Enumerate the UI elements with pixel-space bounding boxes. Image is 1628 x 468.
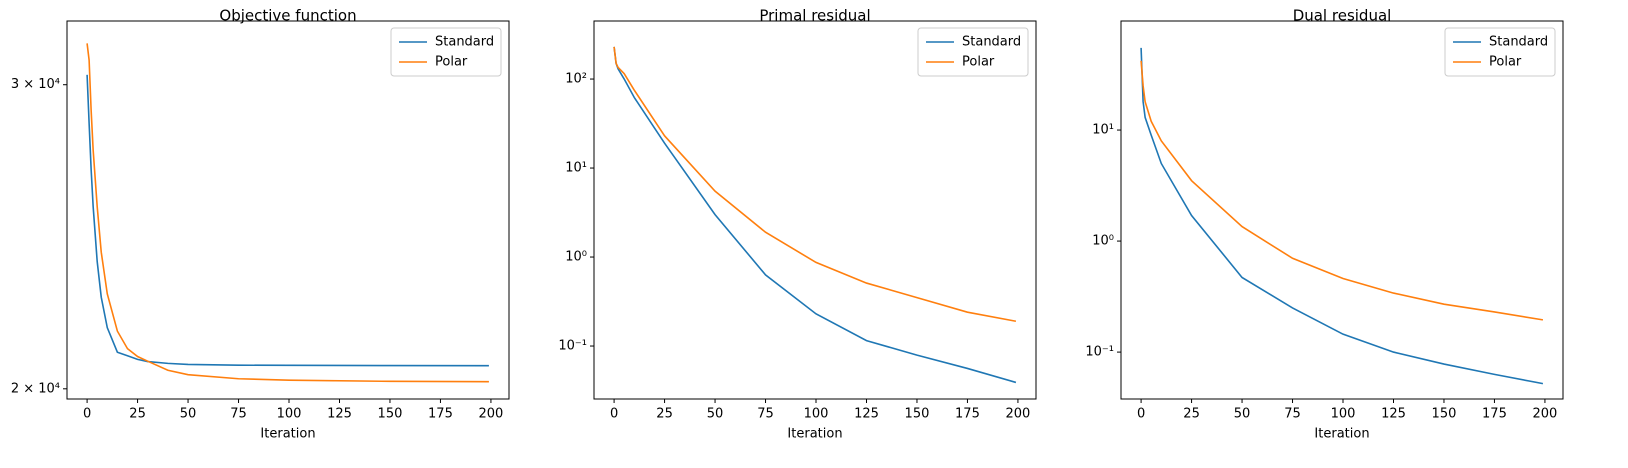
chart-title: Objective function [219,7,356,25]
legend-box [1444,27,1556,77]
x-tick-label: 100 [1331,407,1356,422]
x-tick-label: 75 [1284,407,1301,422]
chart-title: Primal residual [759,7,870,25]
x-tick-label: 175 [428,407,453,422]
legend-label: Standard [435,35,494,50]
axes-frame [66,20,510,400]
x-tick-label: 150 [378,407,403,422]
legend-label: Polar [962,55,995,70]
series-line [613,46,1017,384]
axes-frame [1120,20,1564,400]
x-tick-label: 175 [955,407,980,422]
y-tick-label: 10² [565,72,587,87]
y-tick-label: 10¹ [1092,123,1114,138]
x-tick-label: 200 [479,407,504,422]
chart-title: Dual residual [1293,7,1392,25]
x-tick-label: 0 [1137,407,1145,422]
y-tick-label: 3 × 10⁴ [11,77,60,92]
series-line [613,46,1017,323]
x-axis-label: Iteration [1314,427,1369,442]
x-tick-label: 50 [180,407,197,422]
y-tick-label: 10⁻¹ [1085,345,1114,360]
y-tick-label: 10¹ [565,161,587,176]
x-tick-label: 75 [230,407,247,422]
x-axis-label: Iteration [260,427,315,442]
x-tick-label: 150 [1432,407,1457,422]
x-tick-label: 25 [129,407,146,422]
x-tick-label: 200 [1533,407,1558,422]
x-tick-label: 125 [327,407,352,422]
series-line [1140,47,1544,385]
x-tick-label: 100 [804,407,829,422]
x-tick-label: 200 [1006,407,1031,422]
axes-frame [593,20,1037,400]
x-tick-label: 0 [83,407,91,422]
series-line [1140,60,1544,321]
x-tick-label: 125 [854,407,879,422]
x-tick-label: 25 [656,407,673,422]
legend-box [917,27,1029,77]
legend-label: Polar [435,55,468,70]
x-tick-label: 0 [610,407,618,422]
y-tick-label: 10⁰ [565,250,587,265]
legend-label: Polar [1489,55,1522,70]
x-axis-label: Iteration [787,427,842,442]
x-tick-label: 100 [277,407,302,422]
y-tick-label: 2 × 10⁴ [11,381,60,396]
series-line [86,74,489,367]
y-tick-label: 10⁰ [1092,234,1114,249]
x-tick-label: 50 [707,407,724,422]
x-tick-label: 175 [1482,407,1507,422]
x-tick-label: 25 [1183,407,1200,422]
y-tick-label: 10⁻¹ [558,339,587,354]
series-line [86,43,489,383]
x-tick-label: 125 [1381,407,1406,422]
legend-box [390,27,502,77]
legend-label: Standard [1489,35,1548,50]
x-tick-label: 75 [757,407,774,422]
legend-label: Standard [962,35,1021,50]
x-tick-label: 50 [1234,407,1251,422]
x-tick-label: 150 [905,407,930,422]
